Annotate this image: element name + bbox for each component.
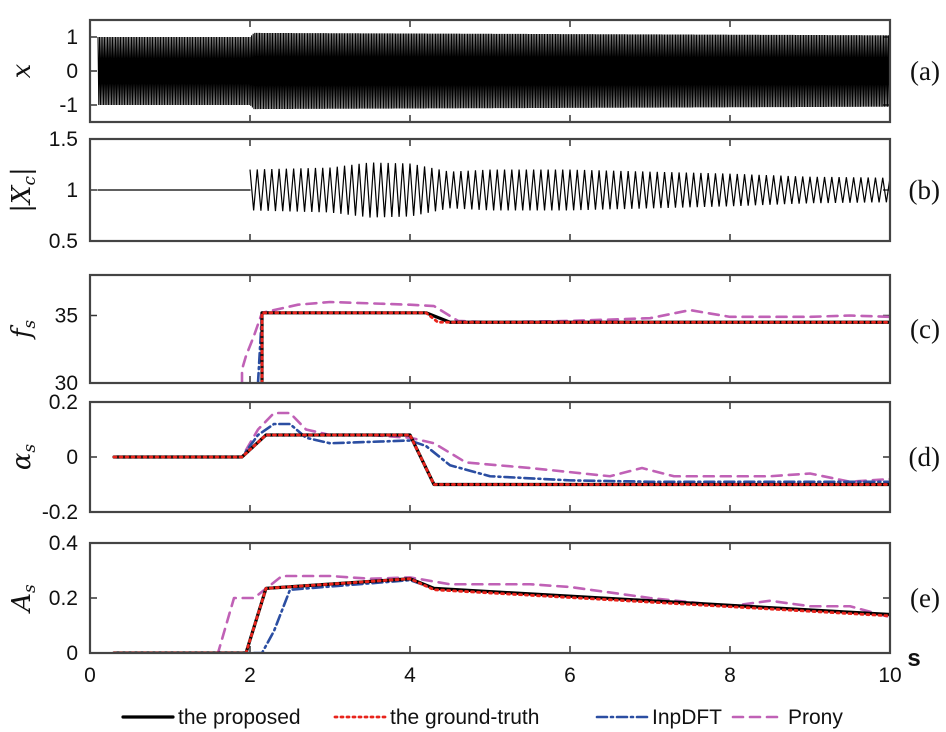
y-tick-label: 0.2 <box>49 587 78 610</box>
panel-e-frame <box>88 541 892 655</box>
panel-e: 0.4 0.2 0 As (e) <box>7 532 940 665</box>
y-axis-label: fs <box>7 320 40 341</box>
x-tick-label: 10 <box>878 664 901 687</box>
legend-label: Prony <box>788 706 843 729</box>
x-tick-label: 2 <box>244 664 256 687</box>
legend-label: the ground-truth <box>390 706 539 729</box>
y-tick-label: 35 <box>55 305 78 328</box>
series-e-the-ground-truth <box>112 577 890 653</box>
legend: the proposed the ground-truth InpDFT Prony <box>121 706 843 729</box>
series-e-prony <box>112 574 890 653</box>
legend-label: the proposed <box>178 706 301 729</box>
x-axis-unit: s <box>907 645 920 672</box>
x-tick-label: 0 <box>84 664 96 687</box>
x-tick-label: 6 <box>564 664 576 687</box>
panel-c: 35 30 fs (c) <box>7 273 940 395</box>
x-tick-label: 8 <box>724 664 736 687</box>
series-d-prony <box>112 411 890 484</box>
panel-label: (a) <box>910 56 940 86</box>
panel-d: 0.2 0 -0.2 αs (d) <box>7 391 940 524</box>
panel-b-series <box>97 162 890 218</box>
panels-layer: 1 0 -1 x (a) 1.5 1 0.5 |Xc| (b) 35 30 fs (c) 0.2 0 -0.2 α… <box>7 18 940 665</box>
series-d-inpdft <box>112 422 890 484</box>
panel-b-frame <box>88 137 892 243</box>
y-tick-label: 1 <box>66 179 78 202</box>
y-tick-label: 1.5 <box>49 128 78 151</box>
x-tick-label: 4 <box>404 664 416 687</box>
panel-label: (e) <box>910 583 940 613</box>
y-tick-label: 0 <box>66 60 78 83</box>
panel-b: 1.5 1 0.5 |Xc| (b) <box>7 128 940 253</box>
y-axis-label: |Xc| <box>7 167 40 213</box>
panel-label: (d) <box>909 442 940 472</box>
y-tick-label: -1 <box>59 94 78 117</box>
y-tick-label: 0 <box>66 642 78 665</box>
panel-d-series <box>112 411 890 487</box>
series-a-oscillation <box>97 32 890 110</box>
panel-a-frame <box>88 18 892 124</box>
y-tick-label: 0.4 <box>49 532 79 555</box>
panel-e-series <box>112 574 890 653</box>
panel-label: (c) <box>910 314 940 344</box>
series-c-the-ground-truth <box>260 311 890 383</box>
y-axis-label: As <box>7 584 40 614</box>
y-tick-label: 0.2 <box>49 391 78 414</box>
panel-label: (b) <box>909 175 940 205</box>
y-tick-label: 0 <box>66 446 78 469</box>
y-tick-label: 0.5 <box>49 230 78 253</box>
panel-c-series <box>240 300 890 383</box>
y-tick-label: 30 <box>55 372 78 395</box>
y-tick-label: 1 <box>66 26 78 49</box>
series-e-the-proposed <box>112 577 890 653</box>
panel-d-frame <box>88 400 892 514</box>
series-b-oscillation <box>249 162 890 218</box>
panel-a-series <box>97 32 890 110</box>
panel-c-frame <box>88 273 892 385</box>
series-c-prony <box>240 300 890 383</box>
x-axis: 0 2 4 6 8 10 s <box>84 645 921 687</box>
y-axis-label: αs <box>7 444 40 471</box>
y-tick-label: -0.2 <box>42 501 78 524</box>
y-axis-label: x <box>7 63 37 78</box>
legend-label: InpDFT <box>652 706 722 729</box>
series-d-the-ground-truth <box>112 433 890 486</box>
panel-a: 1 0 -1 x (a) <box>7 18 940 124</box>
